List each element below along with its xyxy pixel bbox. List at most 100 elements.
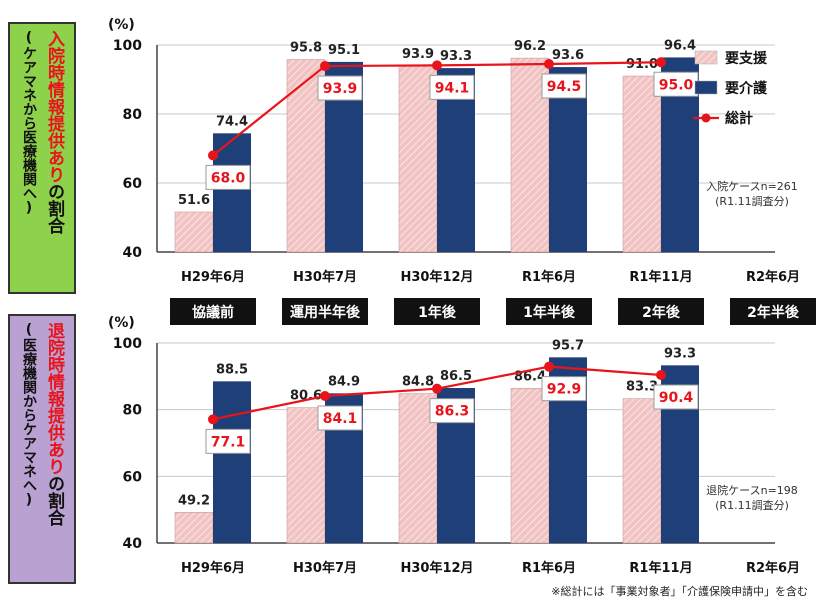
total-label-box — [541, 73, 587, 99]
legend-swatch — [694, 80, 718, 95]
x-tick-label: H30年7月 — [293, 560, 357, 576]
total-marker — [320, 391, 330, 401]
data-label-support: 96.2 — [514, 39, 546, 54]
side-label-sub: (医療機関からケアマネへ) — [21, 322, 37, 508]
bar-support — [510, 388, 550, 544]
phase-label: 協議前 — [192, 304, 234, 321]
x-tick-label: H29年6月 — [181, 560, 245, 576]
y-axis-unit: (%) — [108, 315, 135, 331]
data-label-total: 95.0 — [659, 77, 694, 93]
total-marker — [320, 61, 330, 72]
bottom-panel-side-label: 退院時情報提供ありの割合 (医療機関からケアマネへ) — [8, 314, 76, 584]
side-label-sub: (ケアマネから医療機関へ) — [21, 30, 37, 216]
total-marker — [208, 150, 218, 161]
x-tick-label: H30年12月 — [400, 269, 473, 285]
data-label-support: 51.6 — [178, 193, 210, 208]
bar-care — [213, 381, 251, 543]
phase-label-bg — [170, 298, 256, 325]
phase-label-bg — [618, 298, 704, 325]
phase-label: 1年後 — [418, 304, 457, 321]
legend-label: 総計 — [725, 110, 753, 127]
data-label-total: 92.9 — [547, 382, 582, 398]
side-label-rest: の割合 — [44, 475, 64, 526]
x-tick-label: R1年6月 — [522, 269, 576, 285]
data-label-care: 96.4 — [664, 38, 696, 53]
total-label-box — [317, 405, 363, 431]
side-label-highlight: 入院時情報提供あり — [44, 30, 64, 183]
total-marker — [656, 370, 666, 380]
phase-label-bg — [282, 298, 368, 325]
side-label-rest: の割合 — [44, 183, 64, 234]
data-label-support: 95.8 — [290, 40, 322, 55]
x-tick-label: H30年12月 — [400, 560, 473, 576]
data-label-total: 86.3 — [435, 404, 470, 420]
data-label-care: 95.1 — [328, 43, 360, 58]
total-marker — [544, 361, 554, 372]
sample-size-note: (R1.11調査分) — [715, 194, 789, 208]
legend-label: 要支援 — [725, 50, 768, 67]
y-tick-label: 40 — [123, 245, 143, 261]
data-label-support: 91.0 — [626, 57, 658, 72]
sample-size-note: (R1.11調査分) — [715, 498, 789, 512]
bar-support — [174, 211, 214, 253]
sample-size-note: 退院ケースn=198 — [706, 483, 798, 497]
data-label-care: 86.5 — [440, 369, 472, 384]
sample-size-note: 入院ケースn=261 — [706, 179, 798, 193]
y-tick-label: 100 — [113, 336, 142, 352]
y-tick-label: 80 — [123, 403, 143, 419]
phase-label: 1年半後 — [523, 304, 576, 321]
data-label-total: 84.1 — [323, 411, 358, 427]
total-label-box — [317, 75, 363, 101]
phase-label: 2年半後 — [747, 304, 800, 321]
total-marker — [432, 60, 442, 71]
data-label-support: 84.8 — [402, 375, 434, 390]
total-label-box — [653, 384, 699, 410]
total-label-box — [429, 74, 475, 100]
legend-label: 要介護 — [725, 80, 768, 97]
total-label-box — [205, 164, 251, 190]
total-marker — [432, 383, 442, 394]
x-tick-label: H30年7月 — [293, 269, 357, 285]
y-tick-label: 40 — [123, 536, 143, 552]
data-label-total: 93.9 — [323, 81, 358, 97]
legend-swatch — [694, 50, 718, 65]
phase-label-bg — [506, 298, 592, 325]
data-label-care: 84.9 — [328, 374, 360, 389]
bar-support — [622, 75, 662, 253]
legend-marker — [701, 113, 711, 123]
y-tick-label: 100 — [113, 38, 142, 54]
total-marker — [208, 414, 218, 425]
bar-care — [213, 133, 251, 252]
phase-label-bg — [730, 298, 816, 325]
x-tick-label: R2年6月 — [746, 269, 800, 285]
bar-support — [174, 512, 214, 544]
phase-label: 2年後 — [642, 304, 681, 321]
y-tick-label: 60 — [123, 176, 143, 192]
data-label-support: 80.6 — [290, 389, 322, 404]
x-tick-label: R2年6月 — [746, 560, 800, 576]
data-label-total: 94.1 — [435, 80, 470, 96]
data-label-total: 90.4 — [659, 390, 694, 406]
data-label-care: 93.3 — [664, 346, 696, 361]
y-axis-unit: (%) — [108, 17, 135, 33]
phase-label: 運用半年後 — [290, 304, 361, 321]
phase-label-bg — [394, 298, 480, 325]
data-label-care: 74.4 — [216, 114, 248, 129]
data-label-support: 93.9 — [402, 47, 434, 62]
data-label-support: 83.3 — [626, 380, 658, 395]
top-panel-side-label: 入院時情報提供ありの割合 (ケアマネから医療機関へ) — [8, 22, 76, 294]
data-label-total: 94.5 — [547, 79, 582, 95]
total-label-box — [541, 376, 587, 402]
data-label-care: 93.6 — [552, 48, 584, 63]
y-tick-label: 60 — [123, 469, 143, 485]
footnote: ※総計には「事業対象者」「介護保険申請中」を含む — [551, 584, 808, 598]
bar-support — [622, 398, 662, 544]
y-tick-label: 80 — [123, 107, 143, 123]
x-tick-label: R1年11月 — [629, 269, 692, 285]
total-label-box — [429, 398, 475, 424]
total-label-box — [205, 428, 251, 454]
total-marker — [544, 58, 554, 69]
x-tick-label: H29年6月 — [181, 269, 245, 285]
data-label-total: 68.0 — [211, 170, 246, 186]
